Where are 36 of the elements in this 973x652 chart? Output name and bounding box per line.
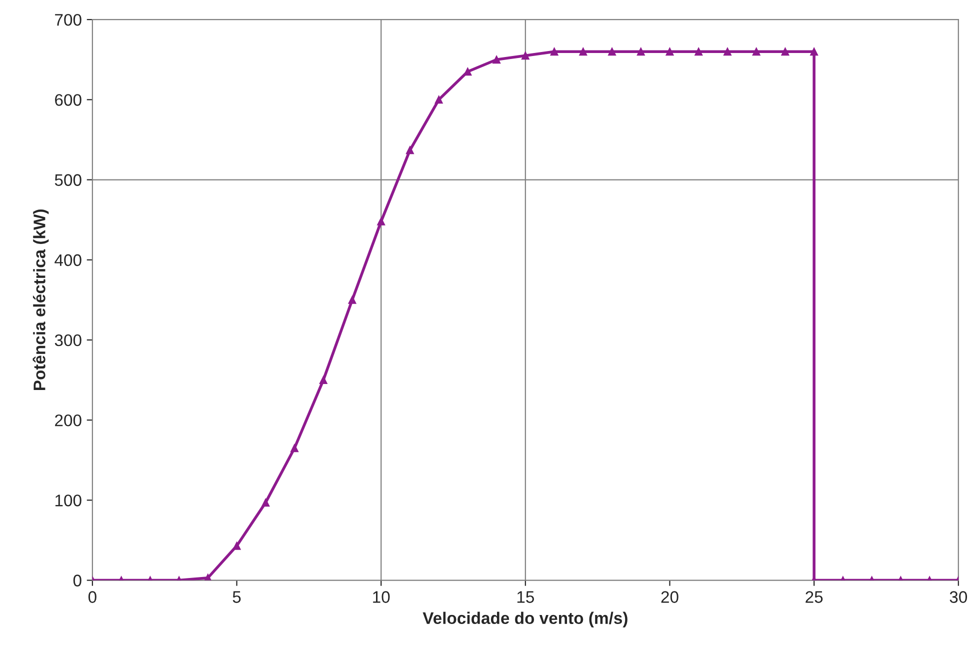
x-tick-label: 25: [806, 591, 823, 603]
point: [723, 48, 732, 56]
point: [579, 48, 588, 56]
y-tick-label: 0: [73, 574, 82, 586]
y-tick-label: 100: [55, 494, 82, 506]
point: [434, 96, 443, 104]
y-axis-title: Potência eléctrica (kW): [32, 210, 49, 390]
y-tick-label: 500: [54, 174, 82, 186]
x-tick-label: 20: [661, 591, 678, 603]
point: [810, 48, 818, 56]
x-tick-label: 30: [950, 591, 968, 603]
y-tick-label: 200: [55, 414, 82, 426]
point: [406, 146, 414, 154]
y-tick-label: 400: [54, 254, 82, 266]
point: [492, 56, 501, 64]
point: [608, 48, 616, 56]
point: [290, 444, 298, 452]
point: [521, 52, 530, 60]
x-tick-label: 0: [88, 591, 96, 603]
x-tick-label: 10: [373, 591, 390, 603]
y-tick-label: 600: [55, 94, 82, 106]
point: [550, 48, 558, 56]
x-tick-label: 15: [517, 591, 534, 603]
x-tick-label: 5: [232, 591, 241, 603]
point: [636, 48, 645, 56]
x-axis-title: Velocidade do vento (m/s): [422, 612, 628, 628]
point: [781, 48, 790, 56]
point: [377, 217, 386, 226]
point: [666, 48, 674, 56]
point: [319, 376, 328, 384]
y-tick-label: 300: [54, 334, 82, 346]
point: [464, 68, 472, 76]
point: [752, 48, 760, 56]
point: [694, 48, 703, 56]
point: [348, 296, 356, 304]
y-tick-label: 700: [55, 14, 82, 26]
